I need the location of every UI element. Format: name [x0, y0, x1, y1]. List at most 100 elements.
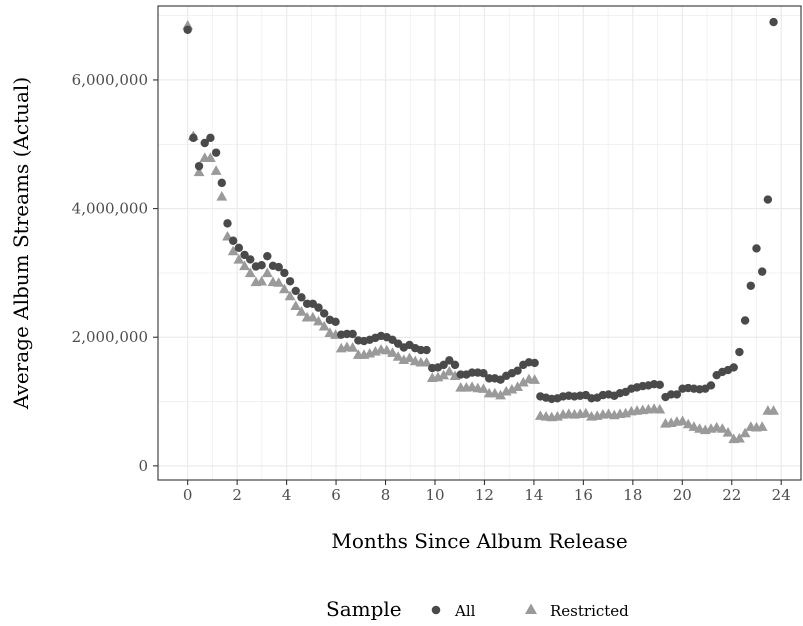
y-tick-label: 2,000,000: [72, 328, 148, 346]
restricted-point: [387, 347, 398, 357]
restricted-point: [478, 383, 489, 393]
restricted-point: [278, 283, 290, 294]
y-axis: 0 2,000,000 4,000,000 6,000,000: [72, 71, 158, 475]
restricted-point: [193, 166, 205, 177]
x-tick-label: 2: [232, 486, 242, 504]
minor-gridlines: [158, 6, 801, 480]
legend: Sample All Restricted: [326, 597, 629, 621]
restricted-point: [438, 369, 450, 380]
all-point: [200, 138, 209, 148]
restricted-point: [381, 344, 393, 355]
all-point: [672, 390, 682, 399]
restricted-point: [347, 342, 359, 352]
all-point: [223, 219, 232, 228]
restricted-point: [284, 290, 296, 301]
restricted-point: [512, 381, 523, 391]
restricted-point: [421, 356, 432, 367]
x-tick-label: 14: [524, 486, 543, 504]
all-point: [706, 381, 716, 390]
restricted-point: [296, 306, 307, 316]
restricted-point: [404, 352, 415, 363]
all-point: [206, 133, 215, 143]
all-point: [348, 329, 357, 339]
major-gridlines: [158, 6, 801, 480]
x-tick-label: 20: [673, 486, 692, 504]
all-point: [439, 360, 448, 370]
x-tick-label: 4: [282, 486, 292, 504]
all-point: [234, 243, 244, 253]
restricted-point: [239, 260, 250, 271]
x-tick-label: 18: [623, 486, 642, 504]
series-restricted: [182, 19, 779, 444]
all-point: [729, 363, 738, 372]
all-point: [769, 17, 778, 27]
all-point: [240, 250, 249, 260]
all-point: [189, 133, 198, 143]
all-point: [211, 148, 221, 157]
x-axis-title: Months Since Album Release: [331, 529, 627, 553]
x-axis: 0 2 4 6 8 10 12 14 16 18 20 22 24: [183, 480, 791, 504]
restricted-point: [756, 421, 768, 431]
restricted-point: [307, 311, 319, 322]
restricted-point: [529, 374, 541, 384]
all-point: [314, 303, 323, 312]
all-point: [297, 293, 306, 302]
y-tick-label: 4,000,000: [72, 200, 148, 218]
legend-title: Sample: [326, 597, 402, 621]
restricted-point: [495, 389, 506, 400]
all-point: [752, 244, 761, 253]
all-point: [479, 369, 488, 378]
restricted-point: [517, 376, 529, 387]
restricted-point: [449, 370, 461, 381]
all-point: [450, 360, 460, 370]
all-point: [228, 236, 238, 245]
all-point: [530, 358, 539, 368]
restricted-point: [580, 407, 592, 418]
all-point: [445, 356, 454, 365]
all-point: [331, 317, 340, 326]
restricted-point: [392, 351, 404, 361]
restricted-point: [273, 277, 285, 287]
x-tick-label: 16: [574, 486, 593, 504]
plot-border: [157, 5, 802, 481]
x-tick-label: 12: [475, 486, 494, 504]
restricted-point: [682, 418, 694, 429]
all-point: [280, 268, 289, 278]
all-point: [513, 366, 522, 375]
restricted-point: [654, 403, 666, 414]
restricted-point: [489, 387, 501, 398]
all-point: [740, 316, 750, 325]
all-point: [246, 255, 255, 264]
restricted-point: [290, 300, 302, 310]
x-tick-label: 10: [425, 486, 444, 504]
restricted-point: [734, 432, 745, 443]
all-point: [285, 277, 295, 286]
restricted-point: [318, 320, 330, 331]
restricted-point: [722, 427, 734, 437]
x-tick-label: 8: [381, 486, 391, 504]
legend-label-restricted: Restricted: [550, 602, 629, 620]
all-point: [655, 380, 664, 390]
all-point: [422, 345, 431, 355]
all-point: [194, 161, 204, 171]
restricted-point: [506, 383, 518, 394]
restricted-point: [210, 165, 222, 175]
all-point: [319, 309, 329, 318]
x-tick-label: 22: [722, 486, 741, 504]
restricted-point: [768, 405, 779, 415]
all-point: [217, 178, 227, 188]
restricted-point: [233, 254, 245, 264]
restricted-point: [677, 415, 688, 426]
restricted-point: [244, 267, 256, 278]
x-tick-label: 24: [772, 486, 791, 504]
y-axis-title: Average Album Streams (Actual): [9, 77, 33, 410]
all-point: [291, 286, 300, 296]
restricted-point: [716, 423, 728, 433]
all-point: [763, 195, 773, 204]
all-point: [274, 262, 283, 272]
restricted-point: [324, 327, 336, 337]
plot-panel: [158, 6, 801, 480]
all-point: [757, 267, 767, 276]
y-tick-label: 0: [138, 457, 148, 475]
